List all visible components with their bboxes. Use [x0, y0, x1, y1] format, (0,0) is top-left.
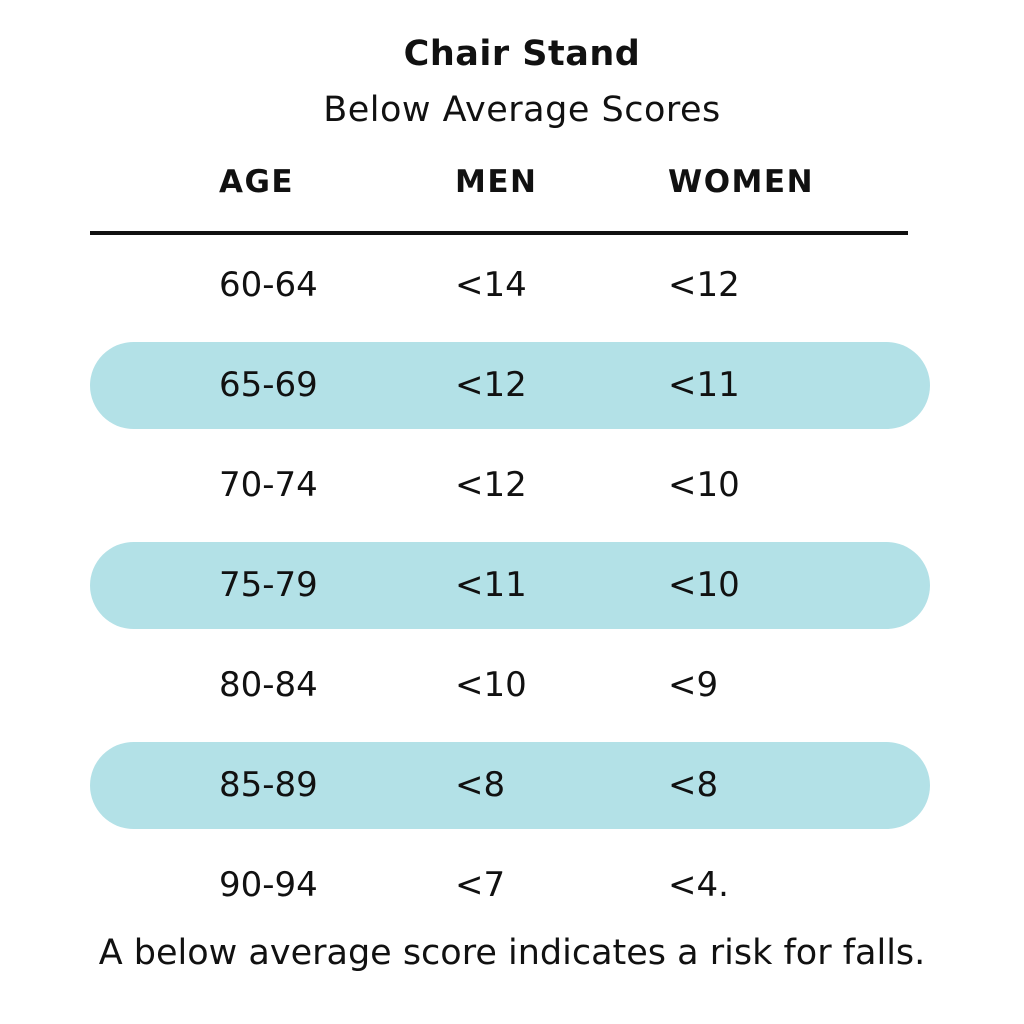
- cell-women: <10: [668, 465, 740, 505]
- header-men: MEN: [455, 164, 538, 200]
- cell-age: 70-74: [219, 465, 318, 505]
- cell-men: <7: [455, 865, 506, 905]
- cell-age: 80-84: [219, 665, 318, 705]
- table-row: 90-94 <7 <4.: [90, 842, 930, 929]
- cell-women: <12: [668, 265, 740, 305]
- cell-men: <8: [455, 765, 506, 805]
- table-row: 75-79 <11 <10: [90, 542, 930, 629]
- cell-men: <12: [455, 365, 527, 405]
- table-row: 70-74 <12 <10: [90, 442, 930, 529]
- cell-age: 85-89: [219, 765, 318, 805]
- table-subtitle: Below Average Scores: [323, 90, 721, 130]
- footnote: A below average score indicates a risk f…: [98, 933, 926, 973]
- cell-age: 90-94: [219, 865, 318, 905]
- table-row: 85-89 <8 <8: [90, 742, 930, 829]
- table-title: Chair Stand: [403, 34, 641, 74]
- cell-women: <9: [668, 665, 719, 705]
- cell-age: 60-64: [219, 265, 318, 305]
- cell-men: <10: [455, 665, 527, 705]
- cell-women: <10: [668, 565, 740, 605]
- table-row: 60-64 <14 <12: [90, 242, 930, 329]
- cell-women: <11: [668, 365, 740, 405]
- cell-men: <12: [455, 465, 527, 505]
- table-row: 65-69 <12 <11: [90, 342, 930, 429]
- cell-men: <14: [455, 265, 527, 305]
- cell-women: <8: [668, 765, 719, 805]
- cell-men: <11: [455, 565, 527, 605]
- header-divider: [90, 231, 908, 235]
- table-row: 80-84 <10 <9: [90, 642, 930, 729]
- cell-age: 65-69: [219, 365, 318, 405]
- cell-age: 75-79: [219, 565, 318, 605]
- header-women: WOMEN: [668, 164, 815, 200]
- cell-women: <4.: [668, 865, 729, 905]
- header-age: AGE: [219, 164, 295, 200]
- score-table-body: 60-64 <14 <12 65-69 <12 <11 70-74 <12 <1…: [90, 242, 930, 942]
